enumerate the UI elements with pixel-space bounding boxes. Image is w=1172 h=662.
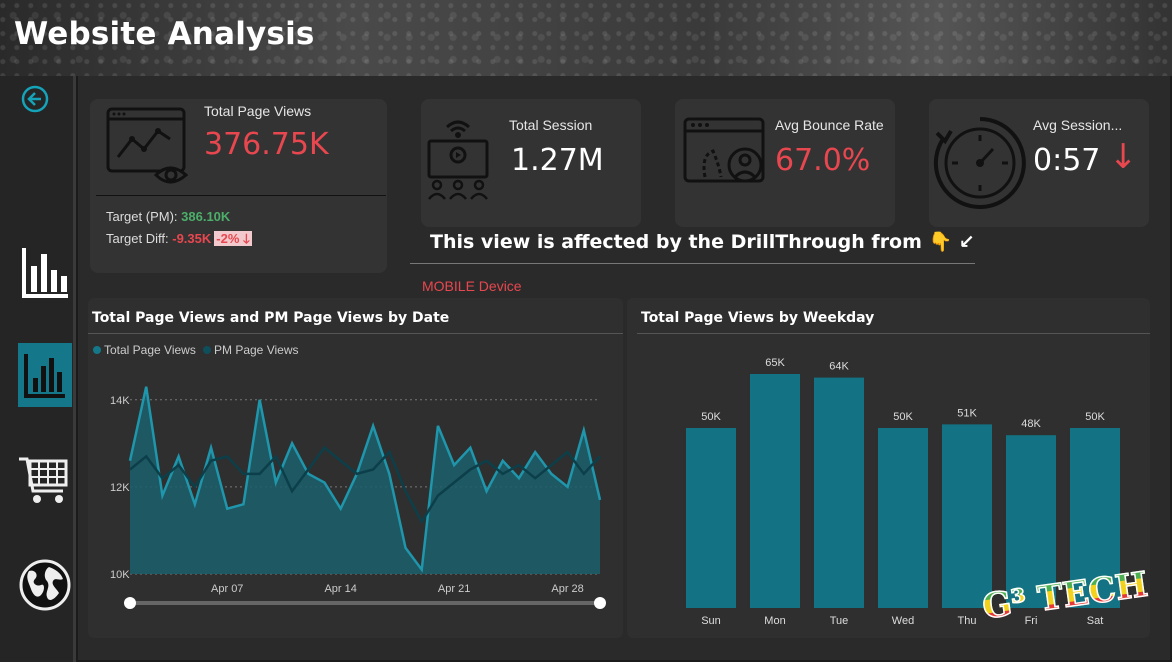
down-arrow-icon: 🡓 <box>243 231 250 246</box>
range-slider-handle-start[interactable] <box>124 597 136 609</box>
shopping-cart-icon[interactable] <box>16 452 72 510</box>
x-category-label: Mon <box>764 615 785 627</box>
globe-icon[interactable] <box>18 558 72 612</box>
kpi-card-avg-session: Avg Session... 0:57 ↓ <box>929 99 1149 227</box>
area-total-page-views <box>130 386 600 574</box>
kpi-value: 1.27M <box>511 143 604 178</box>
legend-label: PM Page Views <box>214 343 299 357</box>
kpi-card-page-views: Total Page Views 376.75K Target (PM): 38… <box>90 99 387 273</box>
line-total-page-views <box>128 386 602 573</box>
video-meeting-icon <box>427 120 489 200</box>
legend-label: Total Page Views <box>104 343 196 357</box>
kpi-value: 0:57 <box>1033 143 1101 178</box>
line-chart[interactable]: Total Page Views PM Page Views 14K 12K 10K Ap… <box>88 338 623 638</box>
left-navigation <box>0 76 76 662</box>
report-canvas: Total Page Views 376.75K Target (PM): 38… <box>78 76 1170 660</box>
bar-chart-active-icon[interactable] <box>18 343 72 407</box>
back-arrow-icon[interactable] <box>20 84 50 114</box>
browser-user-icon <box>683 117 765 183</box>
divider <box>410 263 975 264</box>
x-tick-label: Apr 07 <box>211 583 243 595</box>
kpi-label: Total Page Views <box>204 103 312 119</box>
bar <box>878 428 928 608</box>
legend-marker <box>93 346 101 354</box>
x-category-label: Fri <box>1025 615 1038 627</box>
divider <box>637 333 1150 334</box>
range-slider-handle-end[interactable] <box>594 597 606 609</box>
target-label: Target (PM): <box>106 209 178 224</box>
divider <box>88 333 623 334</box>
data-label: 64K <box>829 361 849 373</box>
y-tick-label: 12K <box>110 482 130 494</box>
x-category-label: Sun <box>701 615 721 627</box>
diff-pct-badge: -2% 🡓 <box>214 231 252 246</box>
x-tick-label: Apr 14 <box>324 583 356 595</box>
y-tick-label: 10K <box>110 569 130 581</box>
bar-chart[interactable]: 50K Sun 65K Mon 64K Tue 50K Wed 51K Thu 48K Fri 50K S… <box>627 338 1150 638</box>
down-arrow-icon: ↓ <box>1109 137 1138 177</box>
report-header: Website Analysis <box>0 0 1172 76</box>
chart-title: Total Page Views and PM Page Views by Da… <box>92 310 450 326</box>
kpi-label: Avg Session... <box>1033 117 1123 133</box>
data-label: 50K <box>1085 411 1105 423</box>
x-category-label: Thu <box>958 615 977 627</box>
diff-pct: -2% <box>216 231 240 246</box>
bar <box>750 374 800 608</box>
x-category-label: Tue <box>830 615 849 627</box>
chart-panel-date: Total Page Views and PM Page Views by Da… <box>88 298 623 638</box>
target-value: 386.10K <box>181 209 231 224</box>
data-label: 51K <box>957 407 977 419</box>
data-label: 48K <box>1021 418 1041 430</box>
bar <box>814 377 864 608</box>
kpi-label: Avg Bounce Rate <box>775 117 884 133</box>
kpi-label: Total Session <box>509 117 593 133</box>
bar <box>1070 428 1120 608</box>
bar-chart-icon[interactable] <box>18 242 72 302</box>
bar <box>942 424 992 608</box>
x-tick-label: Apr 28 <box>551 583 583 595</box>
page-title: Website Analysis <box>14 16 315 52</box>
kpi-value: 67.0% <box>775 143 871 178</box>
diff-label: Target Diff: <box>106 231 169 246</box>
line-pm-page-views <box>129 445 601 525</box>
diff-row: Target Diff: -9.35K -2% 🡓 <box>106 230 252 252</box>
data-label: 50K <box>893 411 913 423</box>
kpi-card-session: Total Session 1.27M <box>421 99 641 227</box>
kpi-value: 376.75K <box>204 127 329 162</box>
x-category-label: Sat <box>1087 615 1104 627</box>
chart-panel-weekday: Total Page Views by Weekday 50K Sun 65K Mon… <box>627 298 1150 638</box>
stopwatch-icon <box>933 117 1026 209</box>
kpi-card-bounce: Avg Bounce Rate 67.0% <box>675 99 895 227</box>
bar <box>1006 435 1056 608</box>
diff-value: -9.35K <box>172 231 212 246</box>
analytics-eye-icon <box>106 107 189 184</box>
chart-title: Total Page Views by Weekday <box>641 310 875 326</box>
x-tick-label: Apr 21 <box>438 583 470 595</box>
data-label: 65K <box>765 357 785 369</box>
device-filter-label: MOBILE Device <box>422 278 522 294</box>
x-category-label: Wed <box>892 615 914 627</box>
bar <box>686 428 736 608</box>
drillthrough-note: This view is affected by the DrillThroug… <box>430 231 975 253</box>
y-tick-label: 14K <box>110 395 130 407</box>
target-row: Target (PM): 386.10K <box>106 209 230 224</box>
data-label: 50K <box>701 411 721 423</box>
divider <box>96 195 386 196</box>
legend-marker <box>203 346 211 354</box>
